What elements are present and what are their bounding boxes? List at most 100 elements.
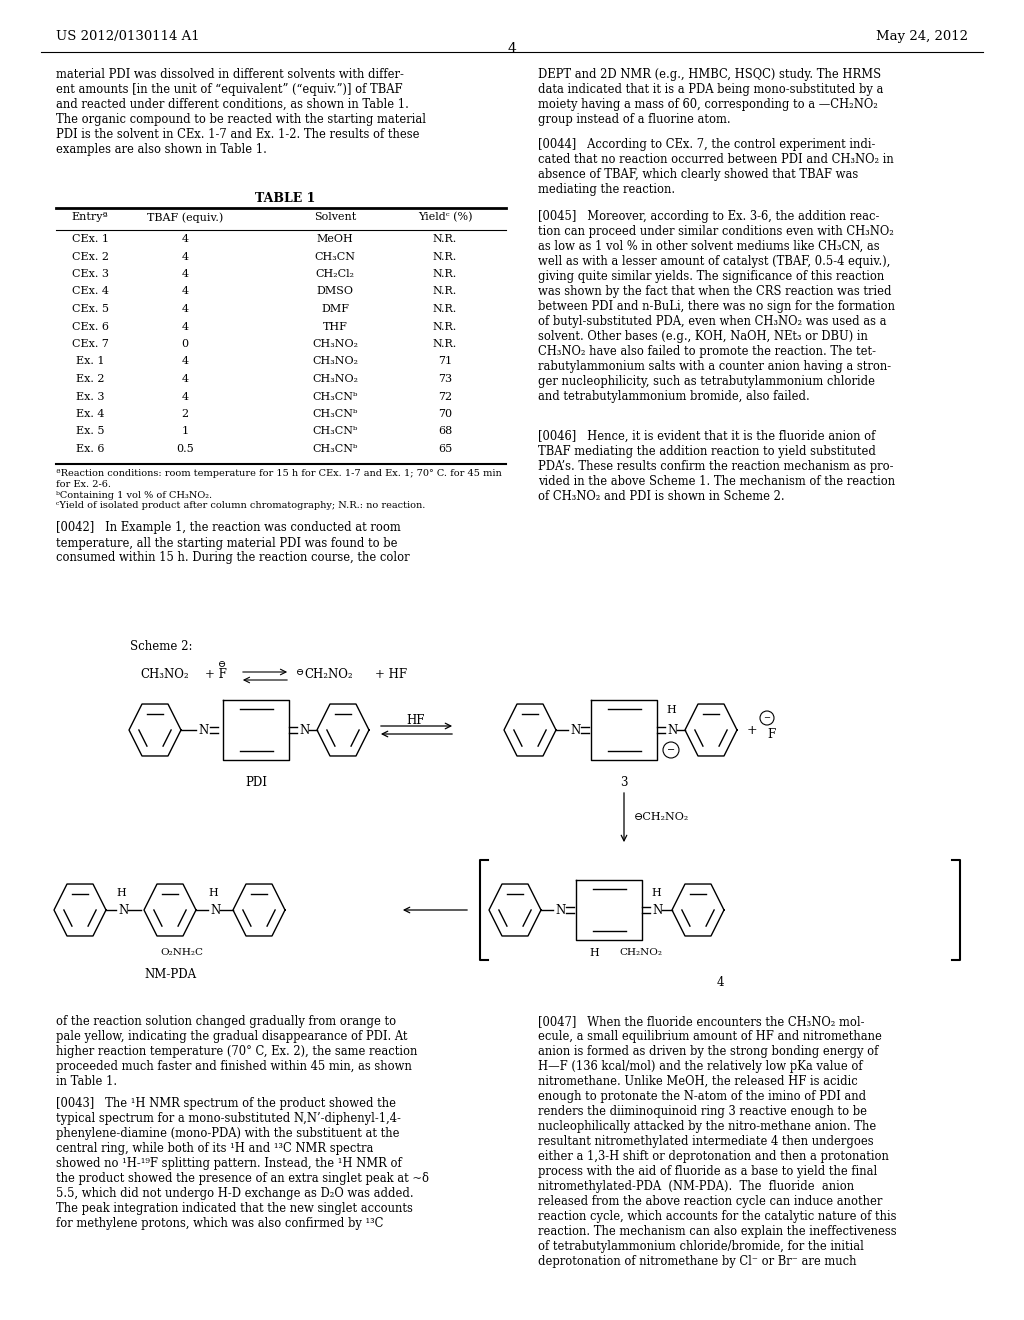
Text: TBAF (equiv.): TBAF (equiv.) — [146, 213, 223, 223]
Text: −: − — [764, 714, 770, 722]
Text: ᵇContaining 1 vol % of CH₃NO₂.: ᵇContaining 1 vol % of CH₃NO₂. — [56, 491, 212, 500]
Text: TABLE 1: TABLE 1 — [255, 191, 315, 205]
Text: ªReaction conditions: room temperature for 15 h for CEx. 1-7 and Ex. 1; 70° C. f: ªReaction conditions: room temperature f… — [56, 470, 502, 488]
Text: 4: 4 — [508, 42, 516, 55]
Text: CH₂NO₂: CH₂NO₂ — [618, 948, 662, 957]
Text: [0043]   The ¹H NMR spectrum of the product showed the
typical spectrum for a mo: [0043] The ¹H NMR spectrum of the produc… — [56, 1097, 429, 1230]
Text: 4: 4 — [181, 269, 188, 279]
Text: [0044]   According to CEx. 7, the control experiment indi-
cated that no reactio: [0044] According to CEx. 7, the control … — [538, 139, 894, 195]
Text: −: − — [667, 746, 675, 755]
Text: Ex. 6: Ex. 6 — [76, 444, 104, 454]
Text: May 24, 2012: May 24, 2012 — [876, 30, 968, 44]
Text: CH₃CN: CH₃CN — [314, 252, 355, 261]
Text: Ex. 5: Ex. 5 — [76, 426, 104, 437]
Text: CEx. 5: CEx. 5 — [72, 304, 109, 314]
Text: 70: 70 — [438, 409, 452, 418]
Text: THF: THF — [323, 322, 347, 331]
Text: 73: 73 — [438, 374, 452, 384]
Text: + HF: + HF — [375, 668, 408, 681]
Text: H: H — [208, 888, 218, 898]
Text: N: N — [570, 723, 581, 737]
Text: ᶜYield of isolated product after column chromatography; N.R.: no reaction.: ᶜYield of isolated product after column … — [56, 502, 425, 511]
Text: 4: 4 — [181, 356, 188, 367]
Text: Entryª: Entryª — [72, 213, 109, 222]
Text: DEPT and 2D NMR (e.g., HMBC, HSQC) study. The HRMS
data indicated that it is a P: DEPT and 2D NMR (e.g., HMBC, HSQC) study… — [538, 69, 884, 125]
Text: PDI: PDI — [245, 776, 267, 789]
Text: 71: 71 — [438, 356, 452, 367]
Text: N: N — [198, 723, 208, 737]
Text: Ex. 3: Ex. 3 — [76, 392, 104, 401]
Text: CH₃NO₂: CH₃NO₂ — [140, 668, 188, 681]
Text: H: H — [116, 888, 126, 898]
Text: N: N — [210, 903, 220, 916]
Text: ⊖: ⊖ — [296, 668, 304, 677]
Text: Scheme 2:: Scheme 2: — [130, 640, 193, 653]
Text: CH₃NO₂: CH₃NO₂ — [312, 356, 358, 367]
Text: 1: 1 — [181, 426, 188, 437]
Text: Ex. 2: Ex. 2 — [76, 374, 104, 384]
Text: N.R.: N.R. — [433, 269, 457, 279]
Text: N: N — [652, 903, 663, 916]
Text: 72: 72 — [438, 392, 452, 401]
Text: N: N — [555, 903, 565, 916]
Text: F: F — [767, 729, 775, 742]
Text: [0045]   Moreover, according to Ex. 3-6, the addition reac-
tion can proceed und: [0045] Moreover, according to Ex. 3-6, t… — [538, 210, 895, 403]
Text: 4: 4 — [181, 392, 188, 401]
Text: N.R.: N.R. — [433, 304, 457, 314]
Text: DMSO: DMSO — [316, 286, 353, 297]
Text: 0.5: 0.5 — [176, 444, 194, 454]
Text: CEx. 3: CEx. 3 — [72, 269, 109, 279]
Text: MeOH: MeOH — [316, 234, 353, 244]
Text: 68: 68 — [438, 426, 453, 437]
Text: 4: 4 — [181, 374, 188, 384]
Text: [0046]   Hence, it is evident that it is the fluoride anion of
TBAF mediating th: [0046] Hence, it is evident that it is t… — [538, 430, 895, 503]
Text: ⊖CH₂NO₂: ⊖CH₂NO₂ — [634, 812, 689, 822]
Text: + F: + F — [205, 668, 227, 681]
Text: N.R.: N.R. — [433, 234, 457, 244]
Text: ⊖: ⊖ — [218, 660, 226, 669]
Text: [0042]   In Example 1, the reaction was conducted at room
temperature, all the s: [0042] In Example 1, the reaction was co… — [56, 521, 410, 565]
Text: 0: 0 — [181, 339, 188, 348]
Text: 4: 4 — [716, 975, 724, 989]
Text: CH₃CNᵇ: CH₃CNᵇ — [312, 409, 357, 418]
Text: US 2012/0130114 A1: US 2012/0130114 A1 — [56, 30, 200, 44]
Text: CH₃CNᵇ: CH₃CNᵇ — [312, 444, 357, 454]
Text: CEx. 7: CEx. 7 — [72, 339, 109, 348]
Text: 65: 65 — [438, 444, 453, 454]
Text: +: + — [746, 723, 758, 737]
Text: [0047]   When the fluoride encounters the CH₃NO₂ mol-
ecule, a small equilibrium: [0047] When the fluoride encounters the … — [538, 1015, 897, 1269]
Text: CH₂NO₂: CH₂NO₂ — [304, 668, 352, 681]
Text: 4: 4 — [181, 322, 188, 331]
Text: HF: HF — [407, 714, 425, 727]
Text: 4: 4 — [181, 252, 188, 261]
Text: H: H — [667, 705, 676, 715]
Text: CEx. 4: CEx. 4 — [72, 286, 109, 297]
Text: CH₃CNᵇ: CH₃CNᵇ — [312, 392, 357, 401]
Text: 4: 4 — [181, 286, 188, 297]
Text: DMF: DMF — [321, 304, 349, 314]
Text: CH₃NO₂: CH₃NO₂ — [312, 339, 358, 348]
Text: O₂NH₂C: O₂NH₂C — [160, 948, 203, 957]
Text: N.R.: N.R. — [433, 339, 457, 348]
Text: CH₂Cl₂: CH₂Cl₂ — [315, 269, 354, 279]
Text: CH₃CNᵇ: CH₃CNᵇ — [312, 426, 357, 437]
Text: 3: 3 — [621, 776, 628, 789]
Text: NM-PDA: NM-PDA — [144, 968, 196, 981]
Text: CH₃NO₂: CH₃NO₂ — [312, 374, 358, 384]
Text: H: H — [651, 888, 660, 898]
Text: CEx. 1: CEx. 1 — [72, 234, 109, 244]
Text: N: N — [299, 723, 309, 737]
Text: Ex. 4: Ex. 4 — [76, 409, 104, 418]
Text: material PDI was dissolved in different solvents with differ-
ent amounts [in th: material PDI was dissolved in different … — [56, 69, 426, 156]
Text: N: N — [118, 903, 128, 916]
Text: 4: 4 — [181, 304, 188, 314]
Text: CEx. 2: CEx. 2 — [72, 252, 109, 261]
Text: 4: 4 — [181, 234, 188, 244]
Text: Yieldᶜ (%): Yieldᶜ (%) — [418, 213, 472, 222]
Text: N.R.: N.R. — [433, 252, 457, 261]
Text: N: N — [667, 723, 677, 737]
Text: of the reaction solution changed gradually from orange to
pale yellow, indicatin: of the reaction solution changed gradual… — [56, 1015, 418, 1088]
Text: Ex. 1: Ex. 1 — [76, 356, 104, 367]
Text: 2: 2 — [181, 409, 188, 418]
Text: Solvent: Solvent — [314, 213, 356, 222]
